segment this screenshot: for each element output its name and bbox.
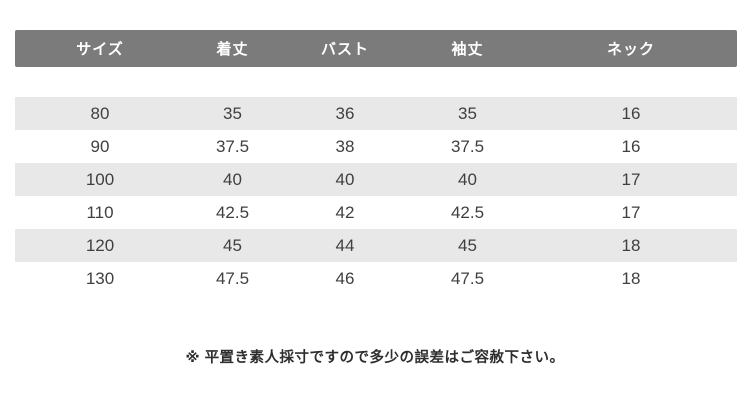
table-cell: 110 <box>86 202 114 222</box>
table-cell: 46 <box>335 268 355 288</box>
table-cell: 47.5 <box>450 268 485 288</box>
table-cell: 40 <box>458 169 477 189</box>
measurement-disclaimer-note: ※ 平置き素人採寸ですので多少の誤差はご容赦下さい。 <box>185 350 565 366</box>
header-cell-sleeve: 袖丈 <box>451 41 484 58</box>
table-cell: 45 <box>223 235 242 255</box>
table-row: 80 35 36 35 16 <box>15 97 737 130</box>
table-cell: 37.5 <box>450 136 485 156</box>
table-cell: 35 <box>223 103 242 123</box>
table-row: 130 47.5 46 47.5 18 <box>15 262 737 295</box>
table-cell: 45 <box>458 235 477 255</box>
table-cell: 17 <box>621 169 641 189</box>
table-cell: 47.5 <box>215 268 250 288</box>
table-cell: 35 <box>458 103 477 123</box>
header-cell-neck: ネック <box>606 41 655 58</box>
table-row: 120 45 44 45 18 <box>15 229 737 262</box>
table-cell: 44 <box>335 235 355 255</box>
table-cell: 17 <box>621 202 641 222</box>
table-cell: 100 <box>85 169 115 189</box>
table-cell: 16 <box>621 103 641 123</box>
table-header-row: サイズ 着丈 バスト 袖丈 ネック <box>15 30 737 67</box>
table-cell: 18 <box>621 235 641 255</box>
table-cell: 80 <box>90 103 110 123</box>
table-cell: 42 <box>335 202 355 222</box>
table-cell: 40 <box>335 169 355 189</box>
table-row: 100 40 40 40 17 <box>15 163 737 196</box>
table-cell: 120 <box>85 235 115 255</box>
table-body: 80 35 36 35 16 90 37.5 38 37.5 16 100 40… <box>15 97 737 295</box>
table-cell: 37.5 <box>215 136 250 156</box>
table-cell: 18 <box>621 268 641 288</box>
size-chart-table: サイズ 着丈 バスト 袖丈 ネック 80 35 36 35 16 90 37.5… <box>15 30 737 295</box>
table-cell: 16 <box>621 136 641 156</box>
table-row: 90 37.5 38 37.5 16 <box>15 130 737 163</box>
header-cell-bust: バスト <box>320 41 369 58</box>
table-cell: 38 <box>335 136 355 156</box>
header-cell-size: サイズ <box>76 41 124 58</box>
header-cell-length: 着丈 <box>216 41 249 58</box>
table-cell: 42.5 <box>450 202 485 222</box>
table-cell: 90 <box>90 136 110 156</box>
table-cell: 36 <box>335 103 355 123</box>
table-cell: 130 <box>85 268 115 288</box>
table-cell: 40 <box>223 169 242 189</box>
table-row: 110 42.5 42 42.5 17 <box>15 196 737 229</box>
table-cell: 42.5 <box>215 202 250 222</box>
